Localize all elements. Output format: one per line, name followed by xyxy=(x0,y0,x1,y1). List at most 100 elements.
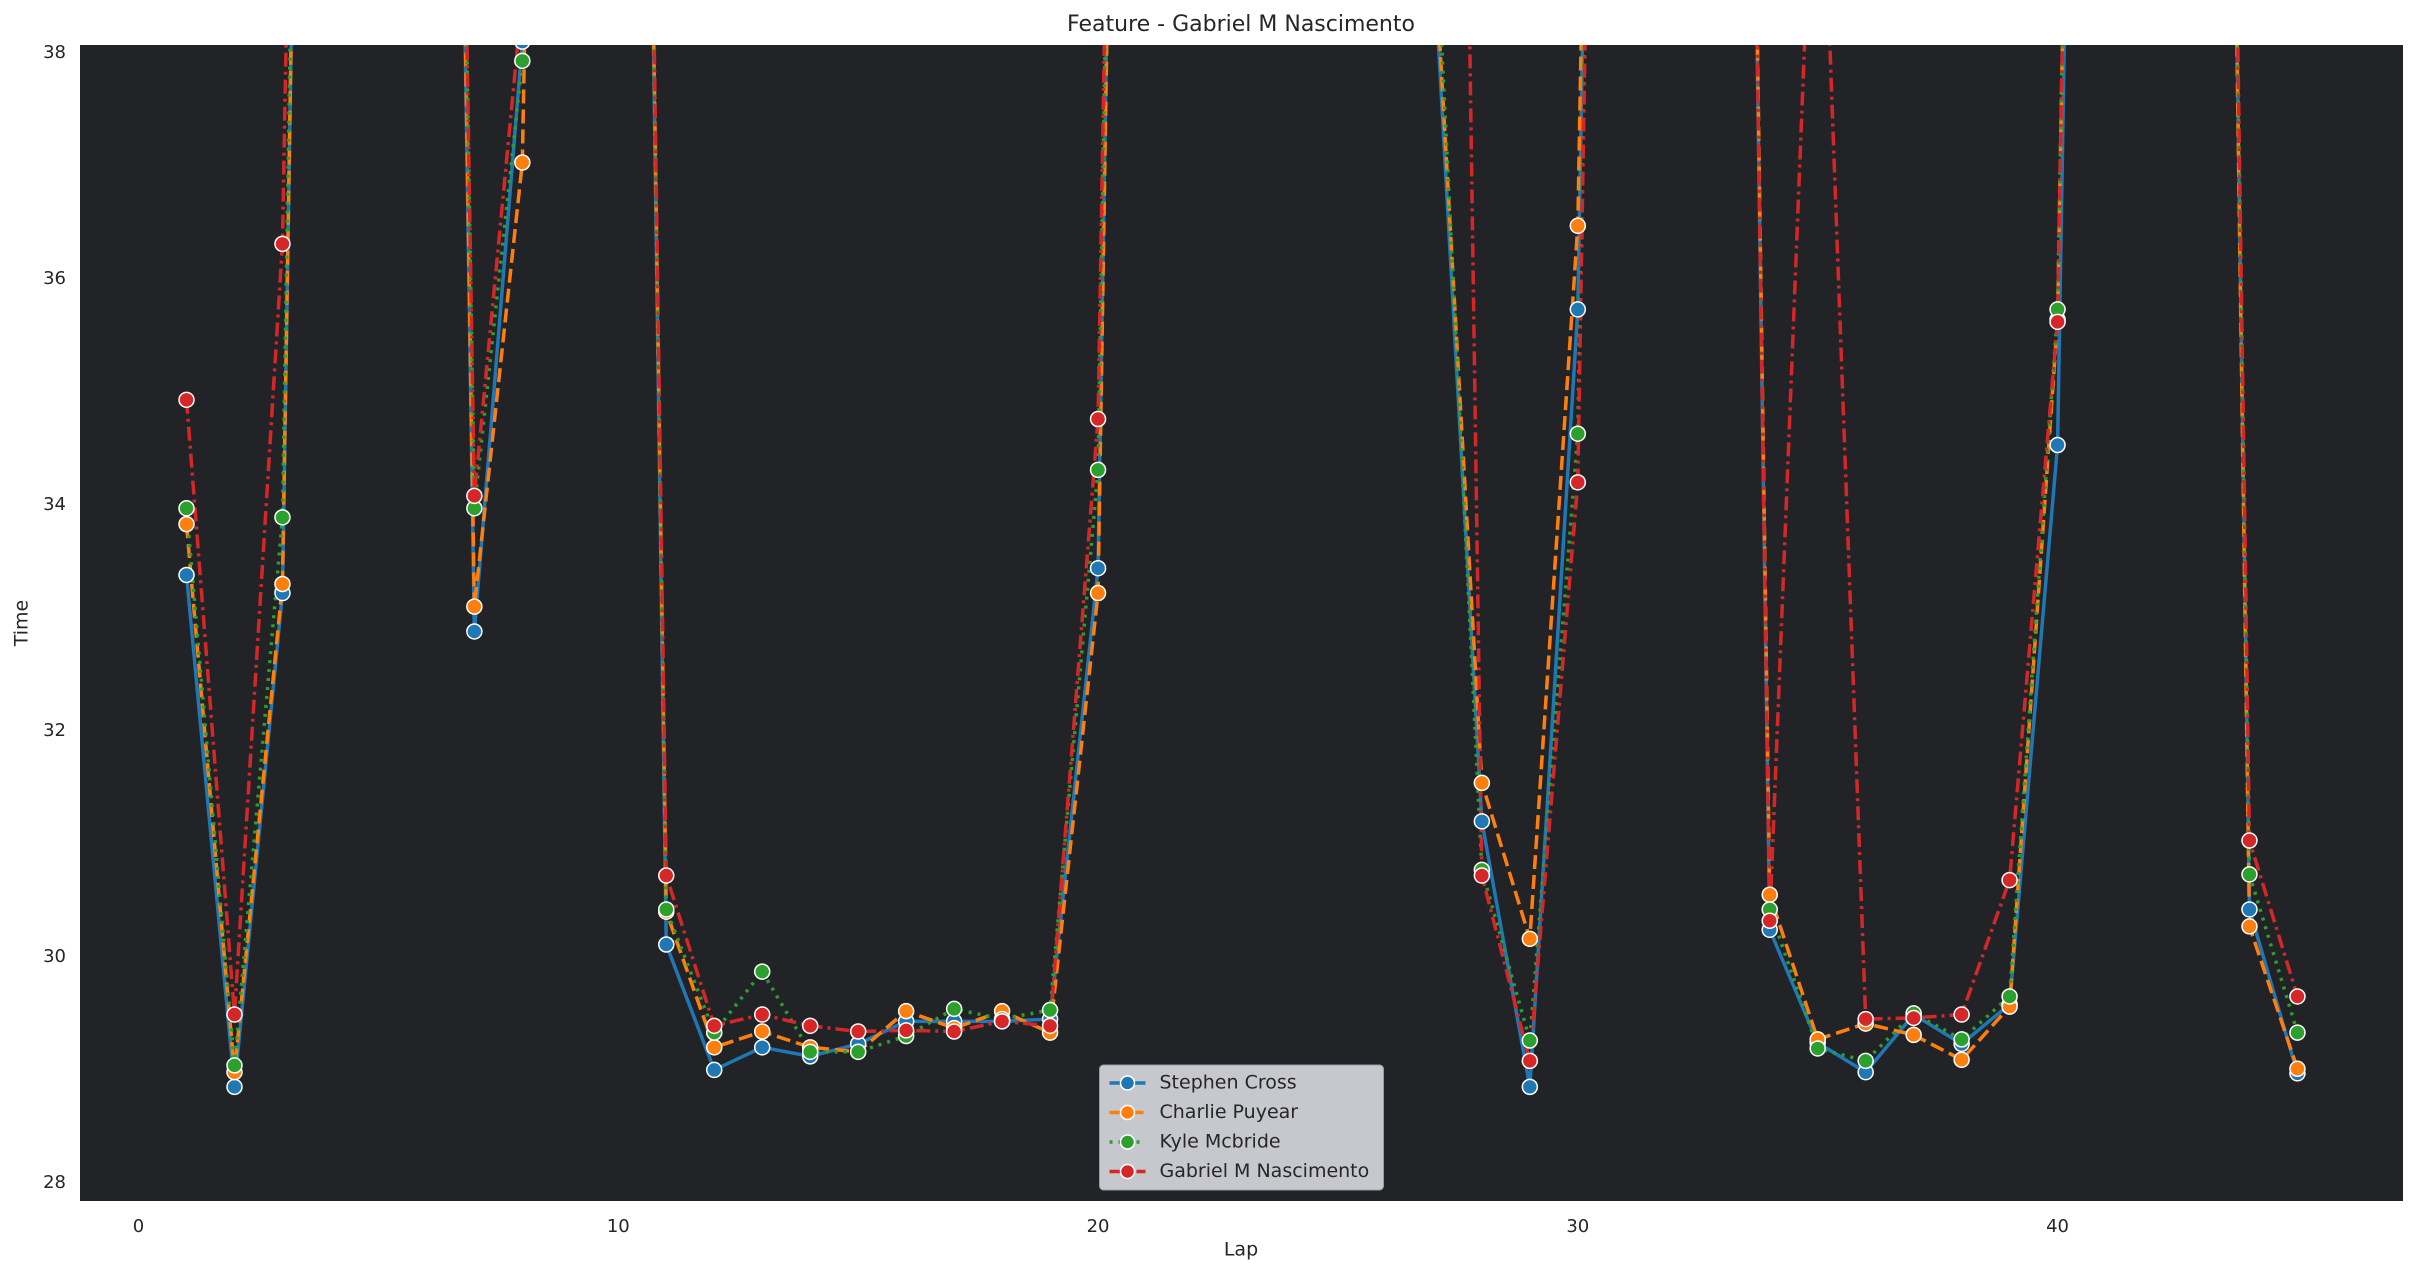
point xyxy=(466,598,483,615)
point xyxy=(1569,217,1587,235)
y-axis-label: Time xyxy=(11,600,33,648)
point xyxy=(1089,584,1107,602)
point xyxy=(178,500,195,517)
x-tick-label: 30 xyxy=(1566,1216,1589,1237)
point xyxy=(226,1057,243,1074)
point xyxy=(1809,1040,1826,1057)
point xyxy=(2241,901,2258,918)
point xyxy=(705,1017,723,1035)
series-line xyxy=(184,45,2300,1066)
y-tick-label: 30 xyxy=(43,946,66,967)
point xyxy=(705,1039,723,1056)
legend-label: Stephen Cross xyxy=(1160,1072,1297,1094)
point xyxy=(849,1023,867,1040)
point xyxy=(1905,1026,1922,1044)
point xyxy=(274,509,291,526)
point xyxy=(2241,918,2258,935)
legend-marker xyxy=(1119,1075,1136,1091)
y-tick-label: 36 xyxy=(43,268,66,289)
legend-marker xyxy=(1119,1134,1136,1150)
point xyxy=(753,1023,771,1040)
y-tick-label: 32 xyxy=(43,720,66,741)
point xyxy=(2049,313,2066,331)
point xyxy=(1521,1078,1539,1096)
point xyxy=(705,1061,723,1079)
legend: Stephen Cross Charlie Puyear Kyle Mcbride G… xyxy=(1099,1064,1384,1191)
point xyxy=(1473,774,1491,792)
point xyxy=(753,963,771,980)
point xyxy=(2241,832,2258,849)
point xyxy=(801,1017,819,1035)
point xyxy=(1569,425,1587,442)
legend-label: Kyle Mcbride xyxy=(1160,1131,1281,1153)
point xyxy=(514,154,531,171)
point xyxy=(178,391,195,409)
point xyxy=(658,936,675,953)
point xyxy=(1953,1051,1970,1068)
point xyxy=(1953,1006,1970,1023)
x-tick-label: 20 xyxy=(1087,1216,1110,1237)
point xyxy=(945,1000,963,1018)
point xyxy=(897,1002,915,1020)
point xyxy=(753,1006,771,1023)
plot-content xyxy=(178,0,2306,1096)
legend-marker xyxy=(1119,1104,1136,1121)
point xyxy=(1089,559,1107,577)
point xyxy=(801,1043,819,1061)
point xyxy=(226,1078,243,1096)
point xyxy=(514,52,531,70)
point xyxy=(515,0,530,4)
point xyxy=(1569,474,1587,491)
plot-area xyxy=(80,45,2403,1201)
point xyxy=(1761,886,1778,904)
legend-box xyxy=(1099,1064,1384,1191)
point xyxy=(1041,1017,1059,1035)
point xyxy=(1521,1032,1539,1049)
point xyxy=(1089,461,1107,479)
point xyxy=(1953,1031,1970,1048)
point xyxy=(178,566,195,584)
y-tick-label: 38 xyxy=(43,42,66,63)
point xyxy=(1089,410,1107,428)
point xyxy=(2241,866,2258,883)
point xyxy=(658,901,675,918)
point xyxy=(178,515,195,533)
y-tick-label: 34 xyxy=(43,494,66,515)
point xyxy=(514,45,530,50)
chart-title: Feature - Gabriel M Nascimento xyxy=(1067,12,1415,37)
point xyxy=(897,1022,915,1039)
point xyxy=(993,1013,1011,1030)
point xyxy=(274,235,291,253)
point xyxy=(753,1039,771,1056)
x-tick-label: 10 xyxy=(607,1216,630,1237)
point xyxy=(2049,436,2066,454)
point xyxy=(1761,912,1778,930)
point xyxy=(658,867,675,884)
point xyxy=(1473,867,1491,884)
legend-label: Charlie Puyear xyxy=(1160,1101,1299,1123)
point xyxy=(226,1006,243,1023)
point xyxy=(274,575,291,593)
point xyxy=(1905,1009,1922,1027)
point xyxy=(2001,988,2018,1005)
legend-label: Gabriel M Nascimento xyxy=(1160,1160,1370,1182)
point xyxy=(1473,813,1491,830)
legend-marker xyxy=(1119,1163,1136,1180)
point xyxy=(945,1023,963,1040)
y-tick-label: 28 xyxy=(43,1172,66,1193)
point xyxy=(2289,988,2306,1005)
point xyxy=(1857,1052,1874,1070)
point xyxy=(466,487,483,505)
point xyxy=(1521,1052,1539,1070)
point xyxy=(2001,871,2018,889)
point xyxy=(466,623,483,640)
series-line xyxy=(184,45,2300,1088)
x-tick-label: 40 xyxy=(2046,1216,2069,1237)
point xyxy=(2289,1060,2306,1078)
point xyxy=(849,1043,867,1061)
x-axis-label: Lap xyxy=(1224,1239,1258,1261)
point xyxy=(1521,930,1539,948)
point xyxy=(1569,301,1587,318)
point xyxy=(1041,1001,1059,1019)
